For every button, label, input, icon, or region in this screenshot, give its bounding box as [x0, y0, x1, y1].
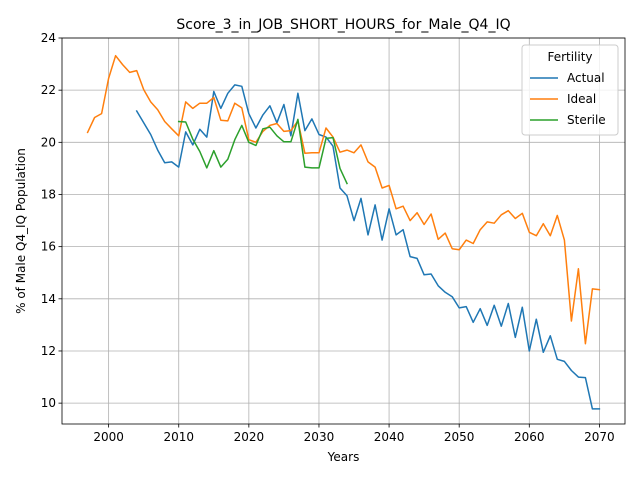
series-line-ideal [86, 54, 601, 345]
series-lines [86, 54, 601, 410]
y-tick-label: 10 [41, 396, 56, 410]
series-line-actual [135, 84, 601, 410]
x-tick-label: 2020 [234, 430, 265, 444]
grid [62, 37, 625, 424]
y-axis-label: % of Male Q4_IQ Population [14, 148, 28, 314]
legend-title: Fertility [547, 50, 592, 64]
x-tick-label: 2050 [444, 430, 475, 444]
x-tick-label: 2040 [374, 430, 405, 444]
x-tick-label: 2070 [584, 430, 615, 444]
x-tick-label: 2060 [514, 430, 545, 444]
x-tick-label: 2000 [93, 430, 124, 444]
legend: Fertility Actual Ideal Sterile [521, 44, 619, 136]
chart-title: Score_3_in_JOB_SHORT_HOURS_for_Male_Q4_I… [176, 17, 510, 33]
y-tick-label: 12 [41, 344, 56, 358]
legend-label-sterile: Sterile [567, 113, 606, 127]
x-tick-label: 2030 [304, 430, 335, 444]
y-tick-label: 16 [41, 240, 56, 254]
y-tick-label: 24 [41, 31, 56, 45]
y-tick-label: 20 [41, 135, 56, 149]
legend-label-actual: Actual [567, 71, 605, 85]
y-tick-label: 18 [41, 187, 56, 201]
y-tick-label: 14 [41, 292, 56, 306]
legend-label-ideal: Ideal [567, 92, 596, 106]
ticks: 2000 2010 2020 2030 2040 2050 2060 2070 10 12 14 16… [41, 31, 615, 444]
legend-box [521, 44, 619, 136]
y-tick-label: 22 [41, 83, 56, 97]
x-axis-label: Years [327, 450, 360, 464]
x-tick-label: 2010 [163, 430, 194, 444]
series-line-sterile [177, 118, 348, 185]
legend-entries: Actual Ideal Sterile [530, 71, 606, 127]
axes-frame [61, 37, 626, 425]
